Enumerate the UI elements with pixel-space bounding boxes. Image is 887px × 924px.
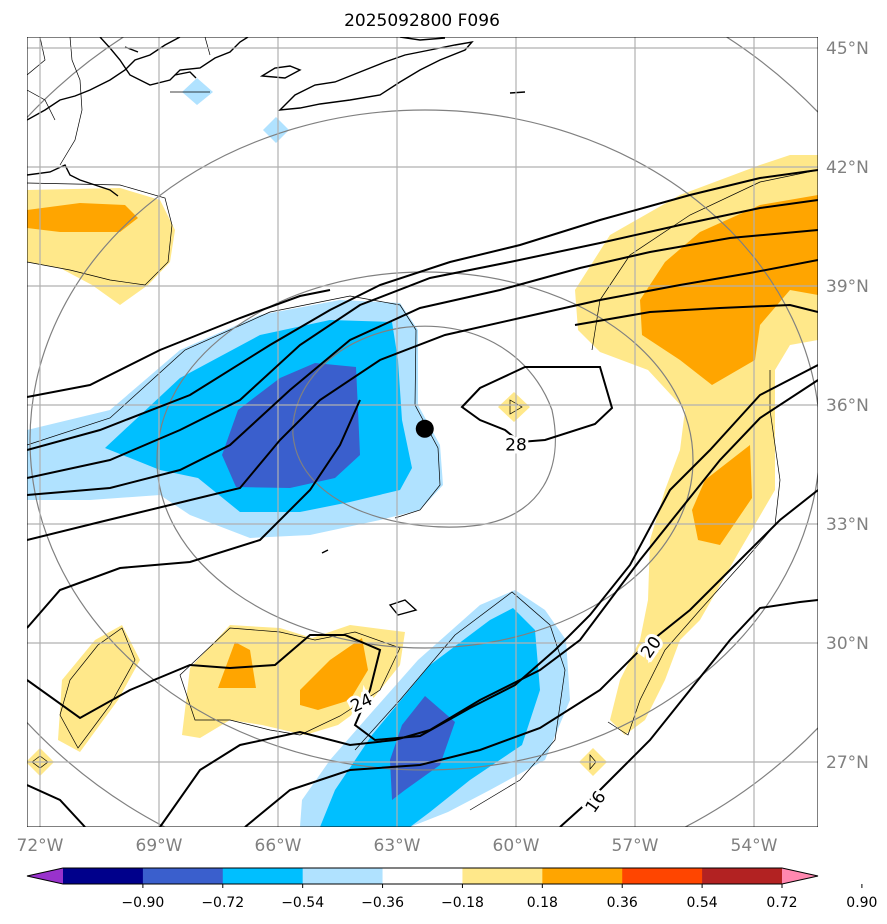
- range-ring-1: [292, 325, 556, 528]
- range-rings: [27, 37, 818, 827]
- colorbar-tick-label: 0.54: [687, 895, 718, 911]
- colorbar-tick-label: 0.18: [527, 895, 558, 911]
- lat-tick-label: 33°N: [826, 515, 869, 535]
- outline-sw: [59, 627, 136, 749]
- outline-east-1: [591, 169, 818, 351]
- strong-positive-region-east-lower: [692, 445, 752, 545]
- strong-positive-region-south-a: [218, 642, 256, 688]
- border-us-canada: [59, 37, 83, 166]
- coastlines: [27, 37, 526, 616]
- coastline-nb-2: [174, 71, 197, 79]
- colorbar-tick-label: 0.36: [607, 895, 638, 911]
- contour-28-closed: [460, 366, 614, 444]
- longitude-tick-labels: 72°W 69°W 66°W 63°W 60°W 57°W 54°W: [17, 836, 778, 856]
- border-province: [204, 37, 211, 56]
- colorbar-segment: [222, 868, 304, 884]
- contour-24: [27, 364, 818, 742]
- lon-tick-label: 63°W: [374, 836, 421, 856]
- lat-tick-label: 30°N: [826, 634, 869, 654]
- contour-16: [244, 489, 818, 827]
- outline-south-2: [354, 591, 566, 811]
- range-ring-3: [29, 109, 818, 771]
- colorbar-tick-label: −0.18: [441, 895, 484, 911]
- lon-tick-label: 60°W: [493, 836, 540, 856]
- strong-positive-region-south-b: [300, 638, 368, 710]
- outline-center: [27, 295, 441, 519]
- colorbar-segment: [302, 868, 384, 884]
- colorbar-tick-label: −0.36: [361, 895, 404, 911]
- coastline-new-england: [27, 37, 181, 121]
- colorbar: [26, 867, 819, 885]
- colorbar-segment: [462, 868, 543, 884]
- contour-label: 28: [505, 436, 527, 456]
- coastline-pei: [259, 65, 302, 79]
- strong-negative-region-center: [222, 363, 360, 488]
- colorbar-tick-label: 0.90: [846, 895, 877, 911]
- lat-tick-label: 39°N: [826, 277, 869, 297]
- colorbar-segment: [382, 868, 463, 884]
- lon-tick-label: 54°W: [731, 836, 778, 856]
- contour-north-1: [27, 289, 331, 398]
- small-positive-spot-1: [498, 392, 530, 422]
- range-ring-2: [156, 271, 694, 649]
- shaded-field: [27, 78, 818, 827]
- colorbar-segment: [702, 868, 783, 884]
- contour-central-south: [27, 399, 361, 629]
- positive-region-sw: [58, 625, 140, 752]
- border-state-1: [27, 89, 56, 121]
- strong-positive-region-east: [640, 195, 818, 385]
- contour-16b: [559, 599, 818, 827]
- colorbar-tick-label: −0.54: [281, 895, 324, 911]
- contour-12: [27, 784, 86, 827]
- lon-tick-label: 72°W: [17, 836, 64, 856]
- strong-negative-region-south: [390, 696, 455, 800]
- lat-tick-label: 42°N: [826, 158, 869, 178]
- colorbar-tick-labels: −0.90 −0.72 −0.54 −0.36 −0.18 0.18 0.36 0.54 0.7…: [121, 884, 877, 911]
- contour-north-6: [574, 303, 818, 326]
- small-negative-spot-1: [182, 78, 213, 105]
- chart-title: 2025092800 F096: [344, 11, 500, 31]
- lat-tick-label: 27°N: [826, 753, 869, 773]
- outline-east-2: [607, 370, 781, 736]
- colorbar-segment: [63, 868, 144, 884]
- colorbar-tick-label: 0.72: [766, 895, 797, 911]
- colorbar-segment: [142, 868, 224, 884]
- lon-tick-label: 69°W: [136, 836, 183, 856]
- contour-north-2: [27, 169, 818, 451]
- coastline-cape-cod: [27, 164, 119, 197]
- height-contours: [27, 169, 818, 827]
- contour-north-5: [27, 259, 818, 541]
- borders: [27, 37, 211, 166]
- lon-tick-label: 66°W: [255, 836, 302, 856]
- colorbar-extend-low: [27, 868, 63, 884]
- contour-north-4: [27, 229, 818, 496]
- lat-tick-label: 36°N: [826, 396, 869, 416]
- island-bermuda-area: [388, 599, 418, 616]
- lon-tick-label: 57°W: [612, 836, 659, 856]
- colorbar-segment: [542, 868, 623, 884]
- border-state-2: [27, 37, 46, 76]
- contour-north-3: [27, 199, 818, 479]
- contour-20: [159, 379, 818, 827]
- lat-tick-label: 45°N: [826, 39, 869, 59]
- outline-south-1: [179, 627, 401, 736]
- strong-positive-region-nw: [27, 203, 138, 232]
- gridlines: [27, 37, 818, 827]
- island-tiny: [321, 549, 329, 554]
- colorbar-segment: [622, 868, 703, 884]
- coastline-sable: [509, 91, 526, 94]
- colorbar-tick-label: −0.90: [121, 895, 164, 911]
- colorbar-extend-high: [782, 868, 818, 884]
- storm-center-marker: [415, 419, 434, 438]
- coastline-small-island: [399, 37, 446, 41]
- coastline-nova-scotia: [278, 40, 474, 111]
- colorbar-tick-label: −0.72: [201, 895, 244, 911]
- latitude-tick-labels: 27°N 30°N 33°N 36°N 39°N 42°N 45°N: [826, 39, 869, 773]
